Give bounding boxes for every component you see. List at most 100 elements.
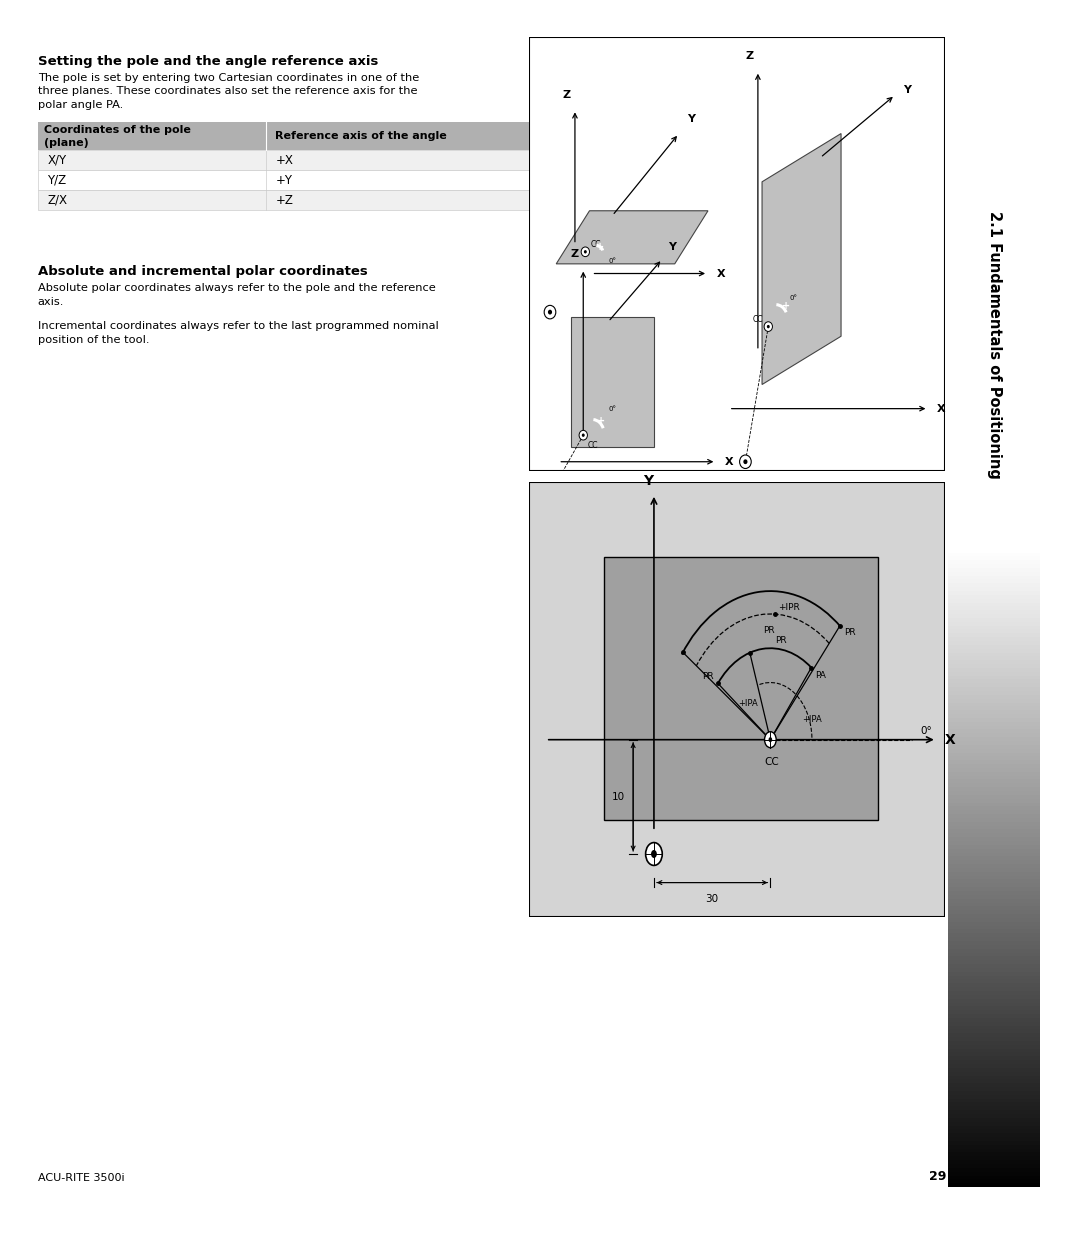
Bar [948,764,1040,768]
Bar [948,468,1040,471]
Bar [948,368,1040,371]
Text: CC: CC [753,315,764,325]
Bar [948,199,1040,202]
Bar [948,502,1040,506]
Bar [948,491,1040,495]
Bar [948,1102,1040,1107]
Bar [948,475,1040,480]
Text: The pole is set by entering two Cartesian coordinates in one of the: The pole is set by entering two Cartesia… [38,73,419,83]
Text: Z: Z [745,51,754,62]
Text: Y: Y [687,114,696,123]
Bar [948,415,1040,418]
Bar [948,487,1040,491]
Bar [948,288,1040,291]
Bar [948,102,1040,106]
Bar [948,714,1040,718]
Circle shape [582,433,584,437]
Bar [38,122,551,151]
Bar [948,584,1040,587]
Bar [948,329,1040,333]
Bar [948,745,1040,749]
Text: polar angle PA.: polar angle PA. [38,100,123,110]
Bar [948,633,1040,637]
Bar [948,1164,1040,1167]
Bar [948,495,1040,499]
Bar [948,829,1040,833]
Bar [948,57,1040,60]
Bar [948,37,1040,41]
Bar [948,991,1040,995]
Bar [948,533,1040,537]
Bar [948,175,1040,179]
Circle shape [584,251,586,253]
Bar [948,545,1040,549]
Bar [948,611,1040,615]
Text: Y: Y [669,242,676,252]
Bar [948,271,1040,275]
Bar [948,656,1040,660]
Bar [948,671,1040,675]
Bar [948,629,1040,633]
Bar [948,876,1040,880]
Circle shape [548,310,552,315]
Bar [948,691,1040,695]
Bar [948,353,1040,357]
Bar [948,1067,1040,1071]
Bar [948,956,1040,960]
Bar [948,618,1040,622]
Bar [948,499,1040,502]
Bar [948,529,1040,533]
Bar [948,1018,1040,1022]
Bar [948,818,1040,822]
Bar [948,437,1040,441]
Bar [948,506,1040,510]
Text: Setting the pole and the angle reference axis: Setting the pole and the angle reference… [38,54,378,68]
Bar [948,664,1040,668]
Bar [948,179,1040,184]
Text: +: + [596,242,604,252]
Bar [948,971,1040,976]
Bar [948,726,1040,729]
Bar [948,471,1040,475]
Bar [948,88,1040,91]
Bar [948,637,1040,640]
Bar [948,675,1040,680]
Bar [948,522,1040,526]
Bar [948,587,1040,591]
Text: X: X [936,404,945,413]
Circle shape [545,496,550,500]
Bar [948,967,1040,971]
Bar [948,668,1040,671]
Bar [948,1180,1040,1183]
Bar [948,268,1040,271]
Text: 29: 29 [929,1170,946,1183]
Bar [948,1141,1040,1145]
Bar [948,806,1040,811]
Bar [948,1133,1040,1137]
Bar [948,602,1040,606]
Bar [948,318,1040,322]
Bar [948,160,1040,164]
Bar [948,79,1040,84]
Bar [948,206,1040,210]
Bar [948,114,1040,118]
Bar [948,1080,1040,1083]
Bar [948,756,1040,760]
Bar [948,680,1040,684]
Bar [948,649,1040,653]
Bar [948,1060,1040,1064]
Bar [948,360,1040,364]
Bar [948,195,1040,199]
Bar [948,1156,1040,1160]
Bar [38,170,551,190]
Text: +X: +X [275,154,294,167]
Bar [948,1014,1040,1018]
Bar [948,357,1040,360]
Bar [948,1167,1040,1172]
Circle shape [646,843,662,865]
Bar [948,72,1040,75]
Bar [948,68,1040,72]
Bar [948,580,1040,584]
Bar [948,560,1040,564]
Bar [948,284,1040,288]
